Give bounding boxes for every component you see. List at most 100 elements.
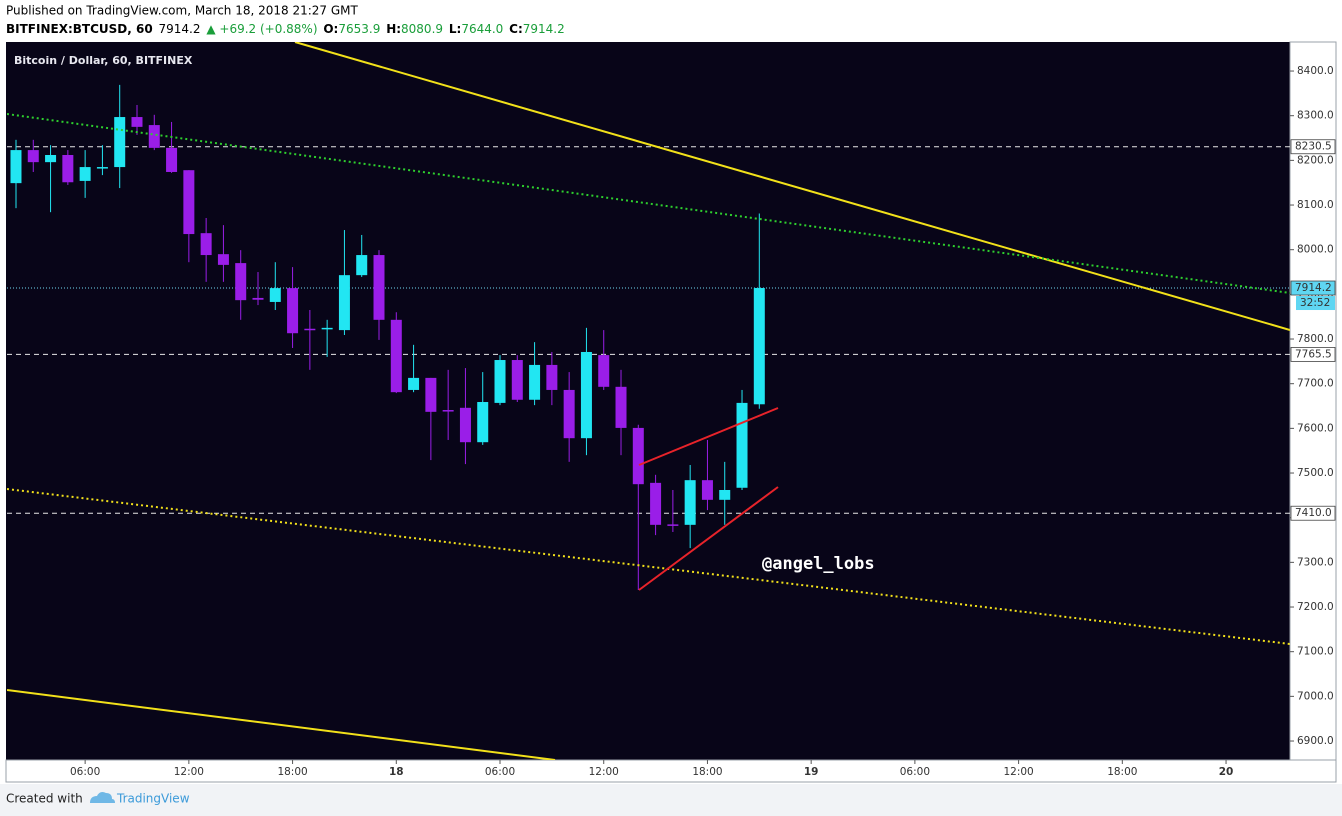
last-price-label-box [1290, 280, 1336, 296]
candle-body [736, 402, 748, 488]
candle-body [183, 170, 195, 235]
y-tick-label: 6900.0 [1297, 735, 1334, 747]
y-tick-label: 7600.0 [1297, 422, 1334, 434]
published: Published on TradingView.com, March 18, … [6, 4, 359, 18]
c-label: C: [509, 22, 523, 36]
candle-body [494, 360, 506, 403]
y-tick-label: 8300.0 [1297, 110, 1334, 122]
x-tick-label: 19 [804, 766, 819, 778]
last-price-label: 7914.2 [1295, 282, 1332, 294]
candle-body [425, 377, 437, 412]
candle-body [252, 297, 264, 300]
time-axis [5, 759, 1337, 783]
candle-body [10, 150, 22, 184]
wedge-line [638, 486, 779, 591]
symbol: BITFINEX:BTCUSD, 60 [6, 22, 153, 36]
candle-body [632, 427, 644, 485]
plot-background [6, 42, 1290, 760]
footer-created: Created with [6, 792, 83, 806]
c-value: 7914.2 [523, 22, 565, 36]
candle-body [166, 147, 178, 172]
candle-body [459, 407, 471, 443]
countdown-box [1296, 296, 1335, 311]
candle-body [131, 117, 143, 127]
candle-body [200, 233, 212, 256]
level-label: 7410.0 [1295, 507, 1332, 519]
candle-body [719, 489, 731, 500]
candle-body [580, 351, 592, 439]
level-label: 7765.5 [1295, 348, 1332, 360]
candle-body [148, 125, 160, 148]
x-tick-label: 06:00 [900, 766, 930, 778]
candle-body [408, 377, 420, 390]
x-tick-label: 12:00 [174, 766, 204, 778]
y-tick-label: 7100.0 [1297, 646, 1334, 658]
drawings [7, 42, 1290, 760]
x-tick-label: 06:00 [70, 766, 100, 778]
candle-body [321, 327, 333, 330]
chart-title: Bitcoin / Dollar, 60, BITFINEX [14, 54, 193, 67]
trendline [7, 689, 556, 760]
candle-body [62, 155, 74, 183]
l-label: L: [449, 22, 461, 36]
candle-body [563, 389, 575, 439]
candle-body [753, 288, 765, 405]
x-tick-label: 18:00 [1107, 766, 1137, 778]
candle-body [114, 117, 126, 168]
x-tick-label: 18:00 [692, 766, 722, 778]
last: 7914.2 [159, 22, 201, 36]
candle-body [96, 167, 108, 169]
level-label-box [1290, 505, 1336, 521]
candle-body [529, 364, 541, 400]
y-tick-label: 8200.0 [1297, 154, 1334, 166]
x-tick-label: 12:00 [1003, 766, 1033, 778]
candle-body [356, 255, 368, 276]
level-label-box [1290, 347, 1336, 362]
y-tick-label: 7300.0 [1297, 556, 1334, 568]
candle-body [701, 480, 713, 500]
arrow: ▲ [206, 22, 216, 36]
footer-bar [0, 784, 1342, 816]
candle-body [684, 480, 696, 525]
watermark: @angel_lobs [762, 554, 875, 574]
candle-body [546, 364, 558, 390]
candle-body [667, 524, 679, 526]
candle-body [650, 482, 662, 525]
h-label: H: [386, 22, 401, 36]
x-tick-label: 12:00 [589, 766, 619, 778]
candle-body [511, 360, 523, 400]
y-tick-label: 8000.0 [1297, 244, 1334, 256]
logo [90, 792, 115, 803]
candle-body [79, 167, 91, 181]
h-value: 8080.9 [401, 22, 443, 36]
candle-body [373, 255, 385, 320]
candle-body [304, 328, 316, 331]
trendline [294, 42, 1290, 331]
y-tick-label: 7700.0 [1297, 378, 1334, 390]
candle-body [287, 288, 299, 334]
candle-body [442, 410, 454, 412]
y-tick-label: 7800.0 [1297, 333, 1334, 345]
countdown: 32:52 [1300, 297, 1330, 309]
level-label-box [1290, 139, 1336, 155]
candle-body [27, 150, 39, 163]
x-tick-label: 06:00 [485, 766, 515, 778]
y-tick-label: 7200.0 [1297, 601, 1334, 613]
wedge-line [638, 407, 779, 466]
y-tick-label: 8100.0 [1297, 199, 1334, 211]
trendline [7, 113, 1290, 294]
candle-body [477, 402, 489, 443]
quote-line: BITFINEX:BTCUSD, 60 7914.2 ▲ +69.2 (+0.8… [6, 22, 565, 36]
level-label: 8230.5 [1295, 141, 1332, 153]
footer-brand[interactable]: TradingView [116, 792, 190, 806]
y-tick-label: 7500.0 [1297, 467, 1334, 479]
change: +69.2 (+0.88%) [219, 22, 317, 36]
trendline [7, 488, 1290, 645]
candle-body [45, 155, 57, 163]
candle-body [338, 275, 350, 331]
y-tick-label: 7000.0 [1297, 690, 1334, 702]
o-value: 7653.9 [338, 22, 380, 36]
candle-body [390, 319, 402, 393]
l-value: 7644.0 [461, 22, 503, 36]
